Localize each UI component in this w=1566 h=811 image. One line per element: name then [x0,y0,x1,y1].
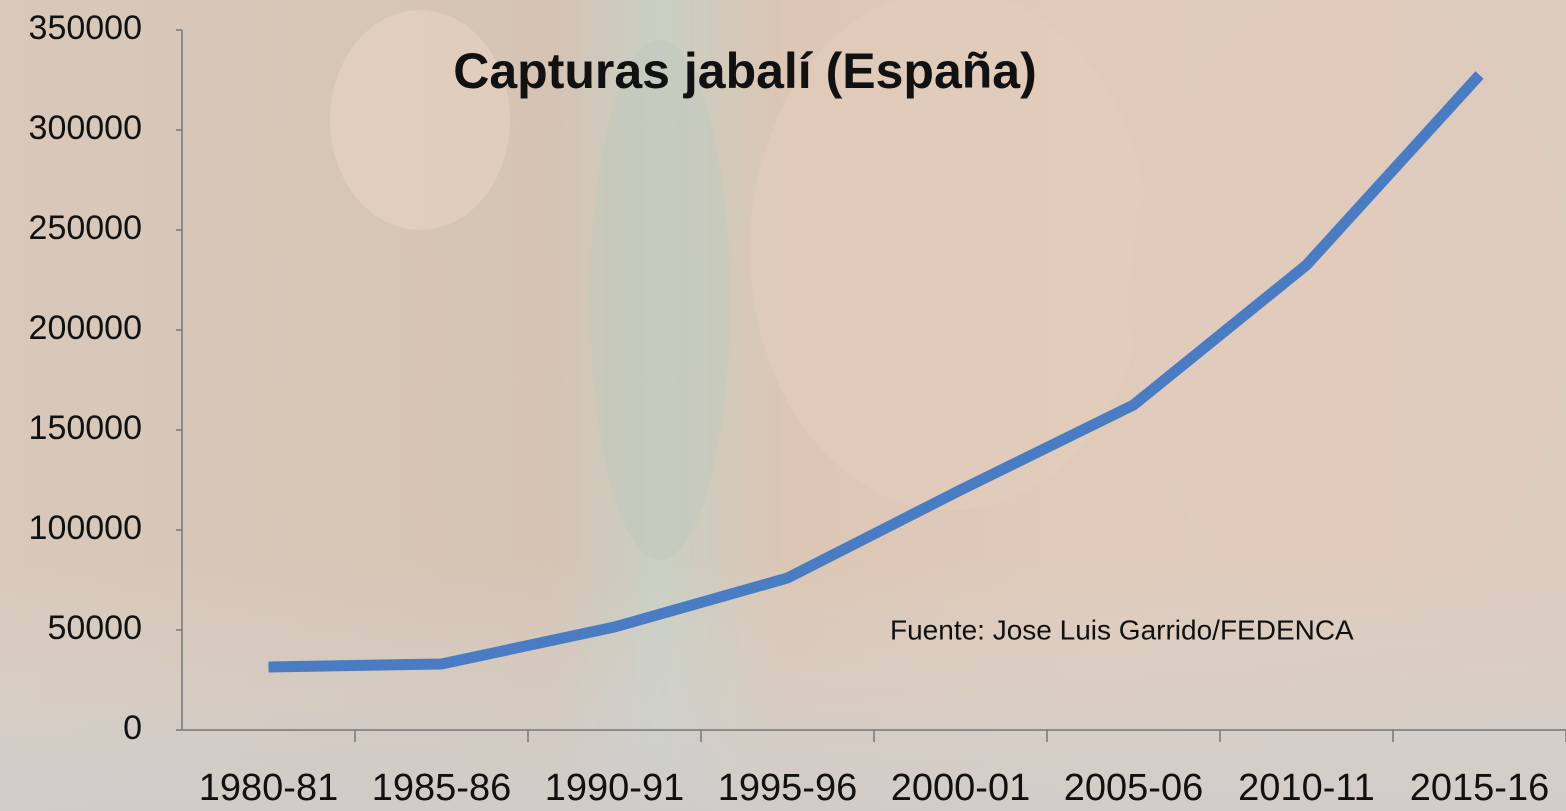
x-tick-label: 2005-06 [1064,767,1203,809]
x-tick-label: 1985-86 [372,767,511,809]
y-tick-label: 250000 [29,209,142,247]
background-shape [590,40,730,560]
x-tick-label: 1995-96 [718,767,857,809]
y-tick-label: 200000 [29,309,142,347]
y-tick-label: 0 [123,709,142,747]
x-tick-label: 1980-81 [199,767,338,809]
x-tick-label: 2015-16 [1410,767,1549,809]
y-tick-label: 100000 [29,509,142,547]
annotation: Fuente: Jose Luis Garrido/FEDENCA [890,614,1354,645]
y-tick-label: 50000 [47,609,142,647]
chart: Capturas jabalí (España) Fuente: Jose Lu… [0,0,1566,811]
x-tick-label: 2010-11 [1238,767,1375,809]
background-shape [1130,0,1566,620]
x-tick-label: 1990-91 [545,767,684,809]
y-tick-label: 350000 [29,9,142,47]
page: Capturas jabalí (España) Fuente: Jose Lu… [0,0,1566,811]
x-tick-label: 2000-01 [891,767,1030,809]
y-tick-label: 150000 [29,409,142,447]
chart-title: Capturas jabalí (España) [453,43,1037,99]
y-tick-label: 300000 [29,109,142,147]
